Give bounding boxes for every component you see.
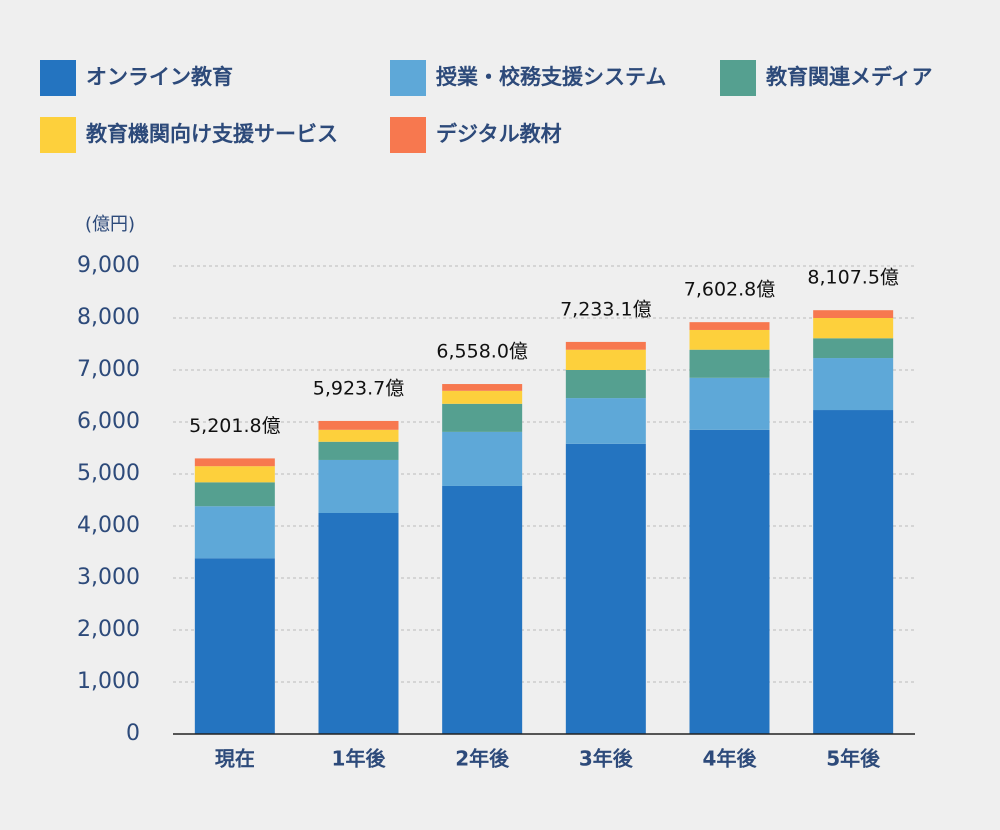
bar-segment [565, 349, 646, 370]
x-tick-label: 現在 [215, 747, 255, 771]
bar-segment [318, 429, 399, 442]
bar-segment [689, 377, 770, 430]
y-unit-label: (億円) [85, 214, 135, 235]
legend-label: 授業・校務支援システム [436, 65, 666, 89]
y-tick-label: 4,000 [77, 513, 140, 538]
bar-segment [194, 506, 275, 559]
x-tick-label: 1年後 [332, 747, 387, 771]
legend-swatch [390, 60, 426, 96]
y-tick-label: 5,000 [77, 461, 140, 486]
y-tick-label: 3,000 [77, 565, 140, 590]
y-tick-label: 9,000 [77, 253, 140, 278]
bar-segment [318, 441, 399, 460]
legend-label: オンライン教育 [86, 65, 233, 89]
total-label: 7,233.1億 [560, 298, 652, 320]
bar-segment [813, 410, 894, 734]
bar-segment [565, 443, 646, 734]
legend-label: 教育機関向け支援サービス [86, 122, 338, 146]
bar-segment [318, 459, 399, 513]
bar-segment [689, 322, 770, 330]
bar-segment [194, 482, 275, 507]
bar-segment [565, 341, 646, 350]
x-tick-label: 3年後 [579, 747, 634, 771]
bar-segment [442, 390, 523, 404]
bar-segment [318, 420, 399, 430]
bar-segment [565, 370, 646, 399]
bar-segment [813, 310, 894, 318]
bar-segment [442, 431, 523, 486]
x-tick-label: 2年後 [455, 747, 510, 771]
y-tick-label: 1,000 [77, 669, 140, 694]
total-label: 5,923.7億 [313, 377, 405, 399]
bar-segment [689, 429, 770, 734]
bar-segment [813, 318, 894, 339]
bar-segment [194, 466, 275, 483]
bar-segment [442, 384, 523, 391]
bar-segment [318, 513, 399, 734]
legend-swatch [40, 117, 76, 153]
y-tick-label: 0 [126, 721, 140, 746]
legend-label: デジタル教材 [436, 122, 562, 146]
bar-segment [689, 329, 770, 350]
bar-segment [689, 349, 770, 378]
total-label: 6,558.0億 [436, 341, 528, 363]
total-label: 5,201.8億 [189, 415, 281, 437]
x-tick-label: 4年後 [703, 747, 758, 771]
y-tick-label: 2,000 [77, 617, 140, 642]
y-tick-label: 6,000 [77, 409, 140, 434]
legend-swatch [720, 60, 756, 96]
bar-segment [442, 403, 523, 432]
legend-swatch [40, 60, 76, 96]
bar-segment [194, 458, 275, 467]
x-tick-label: 5年後 [826, 747, 881, 771]
bar-segment [813, 338, 894, 359]
bar-segment [442, 485, 523, 734]
bar-segment [813, 358, 894, 411]
bar-segment [194, 558, 275, 734]
total-label: 7,602.8億 [684, 279, 776, 301]
bar-segment [565, 398, 646, 444]
y-tick-label: 7,000 [77, 357, 140, 382]
legend-swatch [390, 117, 426, 153]
legend-label: 教育関連メディア [766, 65, 933, 89]
y-tick-label: 8,000 [77, 305, 140, 330]
total-label: 8,107.5億 [807, 267, 899, 289]
